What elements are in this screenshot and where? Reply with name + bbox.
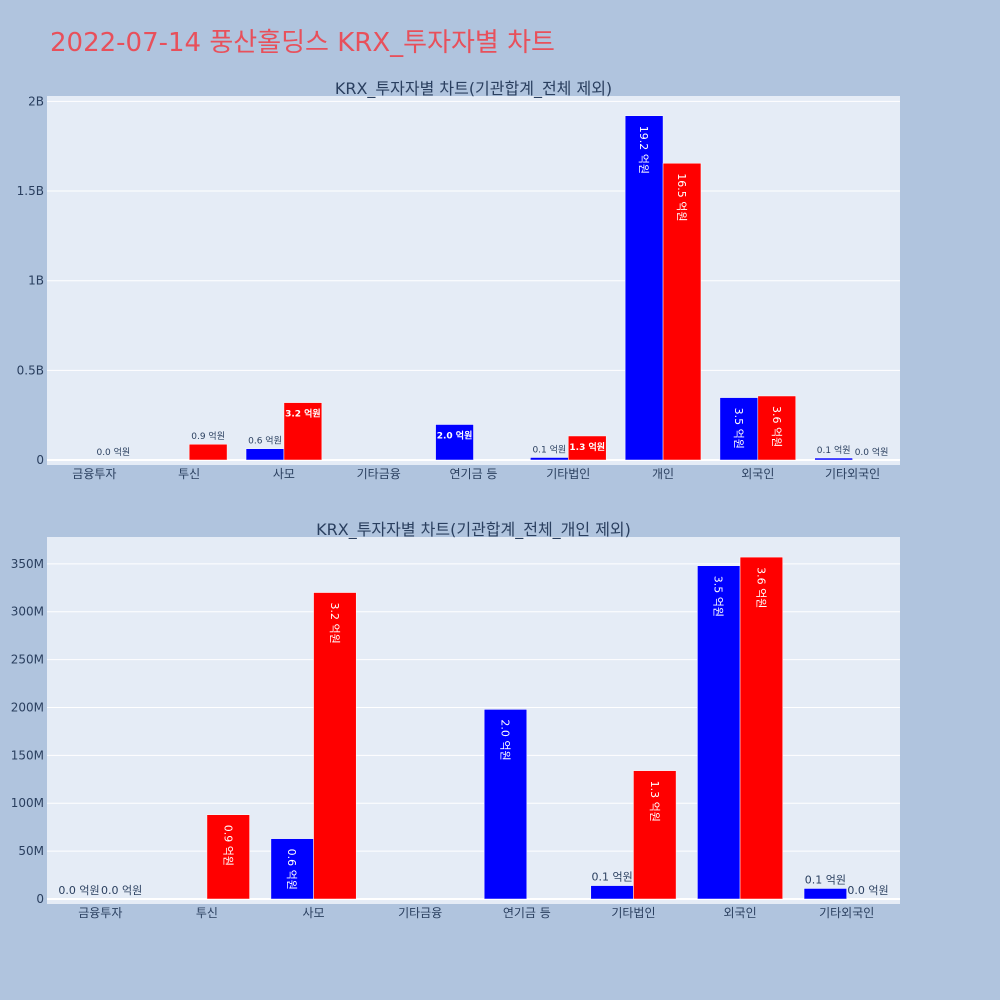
bar-blue [590,885,634,900]
x-tick-label: 개인 [652,467,674,481]
data-label: 3.5 억원 [712,576,725,617]
data-label: 0.1 억원 [817,444,851,456]
bar-blue [483,709,528,900]
data-label: 0.0 억원 [847,884,888,897]
data-label: 3.6 억원 [754,567,767,608]
x-tick-label: 외국인 [724,906,757,920]
bar-blue [697,565,741,900]
data-label: 0.1 억원 [805,873,846,886]
data-label: 2.0 억원 [437,429,473,441]
y-tick-label: 0 [36,453,44,467]
data-label: 0.9 억원 [191,430,225,442]
chart-title-0: KRX_투자자별 차트(기관합계_전체 제외) [335,79,612,99]
chart-title-1: KRX_투자자별 차트(기관합계_전체_개인 제외) [316,520,631,540]
page-title: 2022-07-14 풍산홀딩스 KRX_투자자별 차트 [50,28,555,58]
data-label: 0.0 억원 [96,446,130,458]
bar-red [313,592,357,900]
data-label: 3.2 억원 [328,603,341,644]
x-tick-label: 기타법인 [546,467,590,481]
y-tick-label: 300M [11,605,44,619]
y-tick-label: 200M [11,700,44,714]
y-tick-label: 50M [18,844,44,858]
x-tick-label: 사모 [303,906,325,920]
y-tick-label: 1.5B [17,184,44,198]
x-tick-label: 기타외국인 [825,467,880,481]
data-label: 0.6 억원 [285,849,298,890]
bar-red [633,770,677,900]
bar-red [188,443,228,461]
y-tick-label: 150M [11,748,44,762]
bar-red [568,435,607,461]
y-tick-label: 1B [28,274,44,288]
bar-blue [530,457,569,461]
y-tick-label: 2B [28,94,44,108]
x-tick-label: 외국인 [741,467,774,481]
x-tick-label: 투신 [178,467,200,481]
x-tick-label: 기타외국인 [819,906,874,920]
bar-blue [719,397,759,461]
data-label: 0.0 억원 [58,884,99,897]
x-tick-label: 금융투자 [72,467,116,481]
x-tick-label: 투신 [196,906,218,920]
bar-blue [245,448,285,461]
x-tick-label: 연기금 등 [503,906,551,920]
x-tick-label: 연기금 등 [450,467,498,481]
x-tick-label: 기타법인 [611,906,655,920]
bar-blue [814,457,853,461]
y-tick-label: 100M [11,796,44,810]
y-tick-label: 350M [11,557,44,571]
bar-blue [803,888,847,900]
data-label: 1.3 억원 [648,781,661,822]
data-label: 0.1 억원 [591,871,632,884]
bar-red [206,814,250,900]
bar-red [757,395,796,461]
data-label: 19.2 억원 [637,126,650,174]
data-label: 2.0 억원 [498,719,511,760]
y-tick-label: 0 [36,892,44,906]
bar-red [739,556,783,900]
data-label: 0.9 억원 [221,825,234,866]
data-label: 3.5 억원 [732,408,745,449]
y-tick-label: 0.5B [17,363,44,377]
bar-blue [435,424,474,461]
data-label: 0.0 억원 [855,446,889,458]
x-tick-label: 기타금융 [357,467,401,481]
bar-red [662,162,702,461]
x-tick-label: 기타금융 [398,906,442,920]
y-tick-label: 250M [11,653,44,667]
bar-red [283,402,323,461]
data-label: 1.3 억원 [569,441,605,453]
x-tick-label: 사모 [273,467,295,481]
data-label: 0.1 억원 [532,443,566,455]
data-label: 3.2 억원 [285,408,321,420]
x-tick-label: 금융투자 [78,906,122,920]
data-label: 0.0 억원 [101,884,142,897]
data-label: 16.5 억원 [675,173,688,221]
data-label: 0.6 억원 [248,435,282,447]
data-label: 3.6 억원 [770,406,783,447]
bar-blue [624,115,664,461]
bar-blue [270,838,314,900]
